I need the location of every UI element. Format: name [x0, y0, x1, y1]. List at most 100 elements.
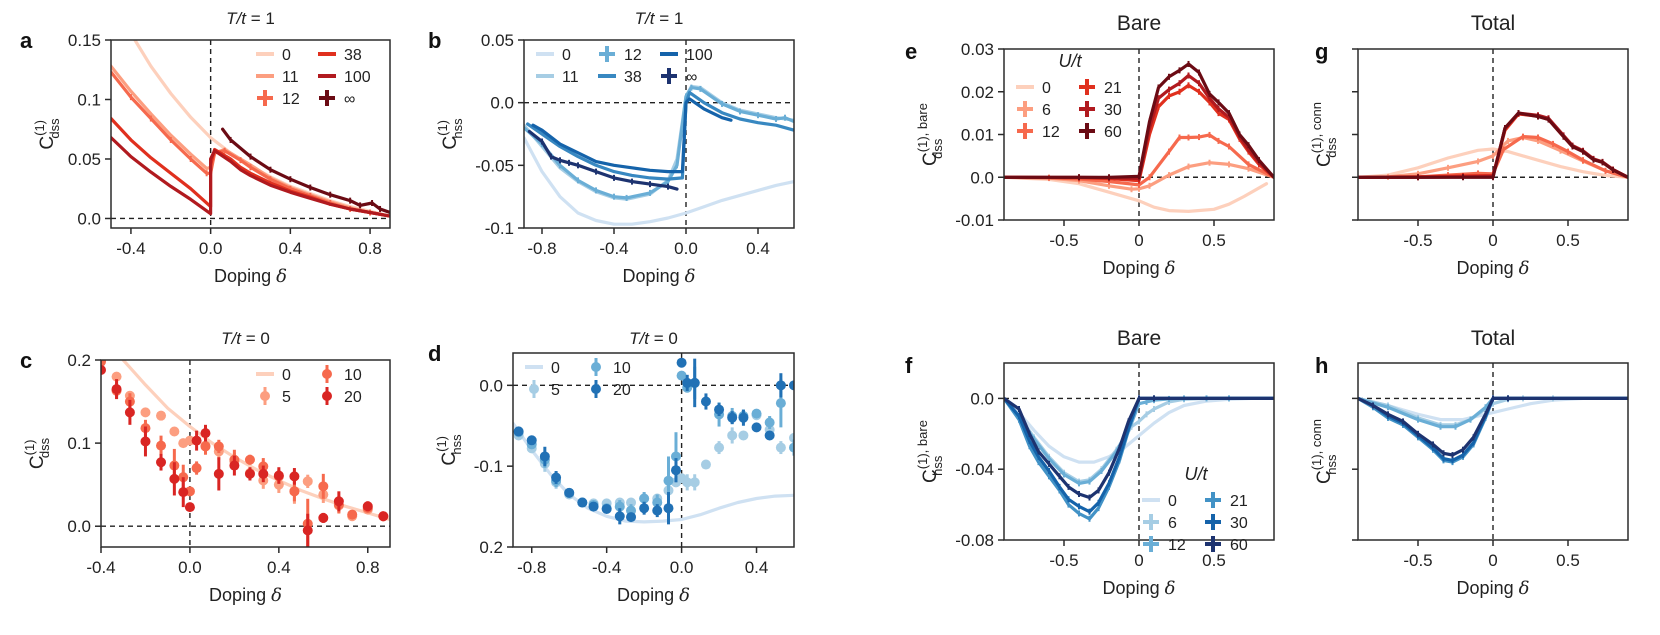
- data-point: [663, 475, 674, 486]
- data-point: [156, 457, 167, 468]
- legend-label: 0: [551, 360, 560, 377]
- legend-label: 12: [1042, 124, 1060, 141]
- panel-letter: a: [20, 28, 33, 53]
- series-10: [101, 360, 389, 547]
- x-tick-label: -0.4: [592, 558, 621, 577]
- panel-title: T/t = 0: [221, 329, 270, 348]
- legend-label: 5: [282, 389, 291, 406]
- axes-frame: [1357, 362, 1629, 541]
- data-point: [601, 504, 612, 515]
- data-point: [318, 481, 329, 492]
- data-point: [200, 428, 211, 439]
- legend-item: 20: [591, 380, 631, 399]
- plot-area: [1358, 363, 1628, 540]
- series-20: [513, 357, 794, 525]
- x-axis-label: Doping δ: [1103, 258, 1176, 279]
- data-point: [775, 380, 786, 391]
- x-tick-label: 0: [1134, 551, 1143, 570]
- y-axis-label: C(1), conndss: [1309, 102, 1339, 167]
- series-100: [111, 136, 390, 218]
- y-tick-label: 0.02: [961, 83, 994, 102]
- legend-swatch: [322, 369, 332, 379]
- x-tick-label: -0.5: [1049, 551, 1078, 570]
- legend-item: 30: [1079, 101, 1122, 119]
- series-line: [121, 360, 390, 522]
- data-point: [169, 426, 180, 437]
- series-60: [1358, 395, 1628, 459]
- data-point: [670, 465, 681, 476]
- x-tick-label: 0.0: [199, 239, 223, 258]
- legend-label: 60: [1104, 124, 1122, 141]
- legend-label: 11: [282, 69, 299, 86]
- legend-label: 60: [1230, 537, 1248, 554]
- data-point: [191, 463, 202, 474]
- legend-swatch: [529, 384, 539, 394]
- legend-item: 6: [1143, 514, 1177, 532]
- legend-label: 12: [282, 91, 300, 108]
- panel-letter: g: [1315, 39, 1328, 64]
- y-axis-label: C(1)hss: [434, 434, 464, 466]
- data-point: [378, 511, 389, 522]
- x-tick-label: -0.5: [1049, 231, 1078, 250]
- data-point: [101, 360, 106, 367]
- panel-letter: f: [905, 353, 913, 378]
- data-point: [564, 487, 575, 498]
- data-point: [700, 396, 711, 407]
- x-tick-label: 0.5: [1556, 231, 1580, 250]
- y-tick-label: 0.03: [961, 40, 994, 59]
- panel-letter: e: [905, 39, 917, 64]
- series-0: [121, 360, 390, 522]
- data-point: [111, 384, 122, 395]
- series-60: [1358, 110, 1628, 181]
- series-line: [111, 64, 390, 218]
- data-point: [140, 407, 151, 418]
- plot-area: [513, 353, 794, 547]
- legend-label: 100: [686, 47, 713, 64]
- data-point: [676, 357, 687, 368]
- panel-title: T/t = 0: [629, 329, 678, 348]
- data-point: [333, 496, 344, 507]
- data-point: [200, 441, 211, 452]
- svg-text:C(1), conndss: C(1), conndss: [1309, 102, 1339, 167]
- data-point: [156, 440, 167, 451]
- data-point: [663, 503, 674, 514]
- legend-label: 6: [1042, 102, 1051, 119]
- series-20: [101, 364, 389, 547]
- data-point: [614, 511, 625, 522]
- data-point: [111, 371, 122, 382]
- series-line: [111, 136, 390, 218]
- data-point: [244, 468, 255, 479]
- data-point: [273, 470, 284, 481]
- y-tick-label: 0.01: [961, 126, 994, 145]
- x-axis-label: Doping δ: [1103, 578, 1176, 599]
- data-point: [676, 370, 687, 381]
- legend-label: 0: [282, 367, 291, 384]
- x-axis-label: Doping δ: [1457, 578, 1530, 599]
- legend-item: 0: [525, 360, 560, 377]
- data-point: [751, 422, 762, 433]
- svg-text:C(1), barehss: C(1), barehss: [915, 420, 945, 483]
- data-point: [302, 525, 313, 536]
- y-tick-label: -0.01: [955, 211, 994, 230]
- y-tick-label: 0.0: [970, 389, 994, 408]
- legend-label: 12: [624, 47, 642, 64]
- x-axis-label: Doping δ: [209, 585, 282, 606]
- legend-label: 0: [562, 47, 571, 64]
- data-point: [689, 377, 700, 388]
- legend-item: 100: [318, 69, 371, 86]
- data-point: [714, 442, 725, 453]
- series-∞: [221, 127, 390, 215]
- series-line: [525, 90, 794, 181]
- legend-item: 5: [529, 380, 560, 399]
- series-line: [524, 85, 794, 200]
- x-tick-label: 0.5: [1202, 231, 1226, 250]
- panel-d: d T/t = 0 -0.8 -0.4 0.0 0.4 0.2 -0.1 0.0 Doping δ…: [428, 329, 795, 606]
- legend-item: 12: [257, 90, 300, 108]
- svg-text:C(1)dss: C(1)dss: [22, 437, 52, 469]
- legend: U/t 0 6 12 21 30 60: [1016, 51, 1122, 141]
- data-point: [652, 505, 663, 516]
- plot-area: [1004, 49, 1274, 220]
- x-tick-label: -0.4: [599, 239, 628, 258]
- series-line: [1358, 396, 1628, 457]
- x-tick-label: 0.5: [1202, 551, 1226, 570]
